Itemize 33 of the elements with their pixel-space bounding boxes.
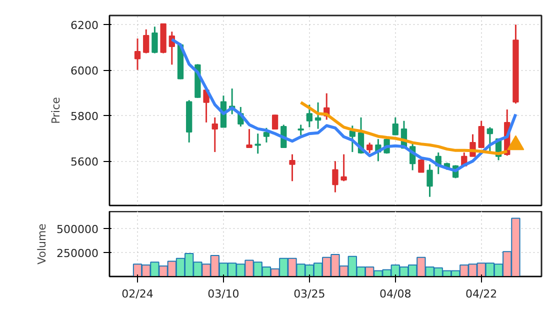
x-tick-label: 03/25 xyxy=(294,288,326,300)
x-tick-label: 04/08 xyxy=(380,288,412,300)
candlestick xyxy=(392,116,398,136)
candlestick xyxy=(134,38,141,71)
candlestick xyxy=(486,126,494,154)
y-tick-label: 6000 xyxy=(70,64,99,78)
candlestick xyxy=(314,102,322,130)
x-tick-label: 04/22 xyxy=(465,288,498,300)
candlestick xyxy=(366,142,373,154)
candlestick xyxy=(298,124,304,136)
candlestick xyxy=(212,116,218,153)
candlestick xyxy=(478,120,484,148)
candlestick xyxy=(246,128,252,148)
x-tick-label: 03/10 xyxy=(208,288,240,300)
y-axis-title: Price xyxy=(50,96,63,124)
y-tick-label: 5800 xyxy=(70,110,99,124)
candlestick xyxy=(263,127,270,144)
y-tick-label: 500000 xyxy=(56,223,99,236)
candlestick xyxy=(152,26,158,54)
candlestick xyxy=(332,160,338,194)
candlestick xyxy=(426,164,433,198)
x-tick-label: 02/24 xyxy=(122,288,154,300)
y-tick-label: 6200 xyxy=(70,19,99,32)
y-tick-label: 5600 xyxy=(70,156,99,169)
candlestick xyxy=(272,114,278,130)
candlestick xyxy=(143,28,150,54)
candlestick xyxy=(349,124,356,153)
candlestick xyxy=(340,154,347,182)
candlestick xyxy=(306,104,313,128)
y-tick-label: 250000 xyxy=(56,247,99,260)
candlestick xyxy=(289,154,296,182)
candlestick xyxy=(418,159,424,173)
y-axis-title: Volume xyxy=(36,223,49,264)
